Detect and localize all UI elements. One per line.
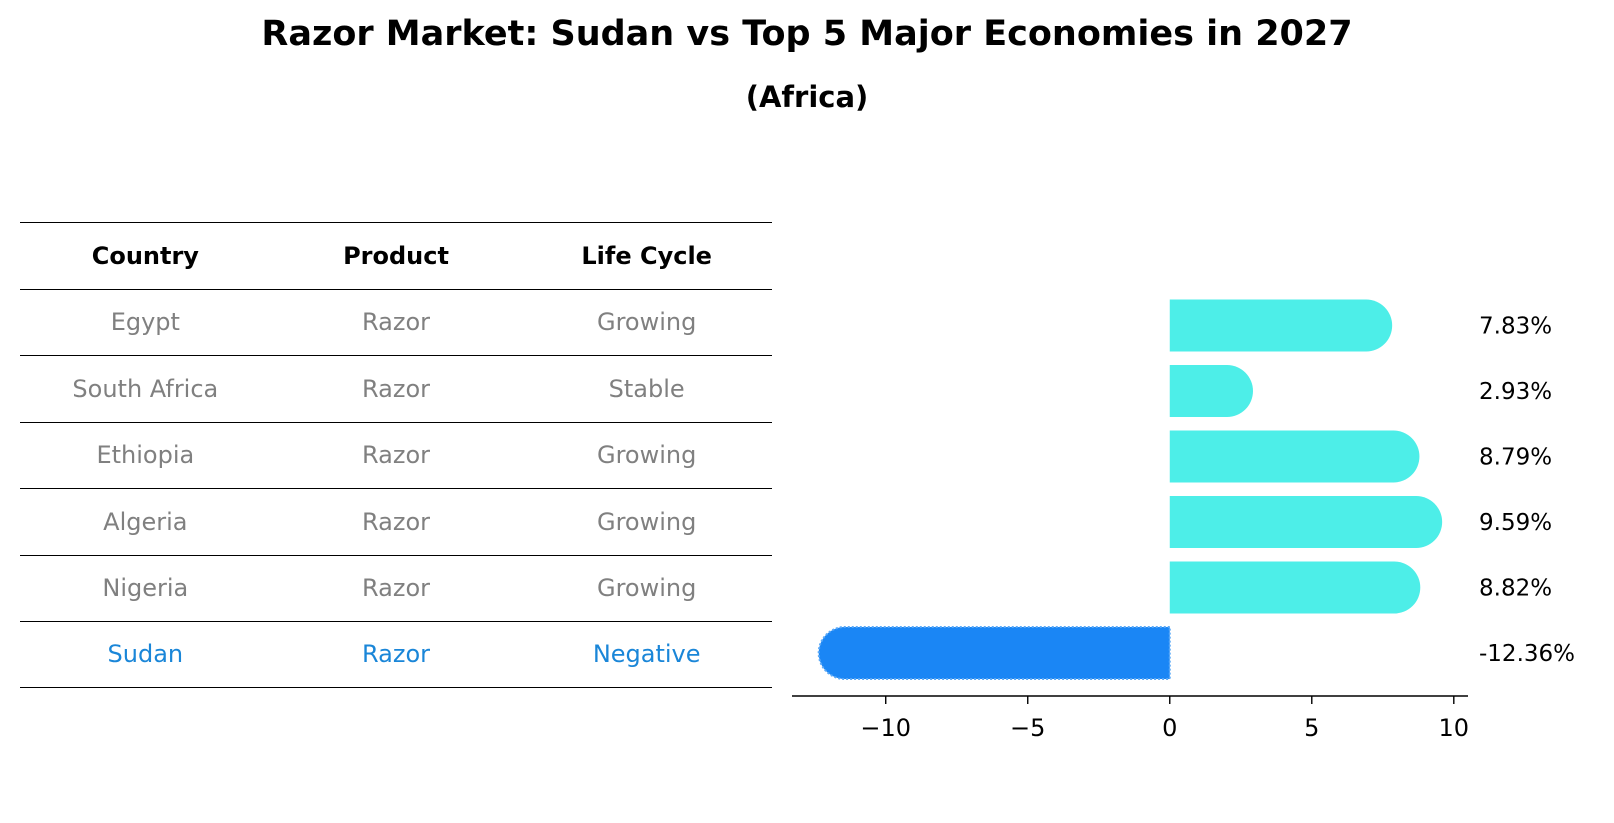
cell-country: Ethiopia <box>96 441 195 470</box>
data-table: Country Product Life Cycle Egypt Razor G… <box>20 222 772 688</box>
table-row-highlighted: Sudan Razor Negative <box>20 621 772 688</box>
chart-title: Razor Market: Sudan vs Top 5 Major Econo… <box>261 14 1353 54</box>
cell-life-cycle: Growing <box>596 574 697 603</box>
chart-subtitle: (Africa) <box>745 80 869 114</box>
bar-egypt <box>1169 299 1393 352</box>
bar-south-africa <box>1169 365 1253 417</box>
cell-country: Egypt <box>110 308 180 337</box>
cell-product: Razor <box>362 574 431 603</box>
x-tick-label: 0 <box>1162 714 1177 742</box>
bar-algeria <box>1169 496 1443 548</box>
x-tick-label: 10 <box>1439 714 1470 742</box>
bar-sudan <box>817 626 1171 680</box>
data-label: 8.82% <box>1479 576 1552 602</box>
data-label: 7.83% <box>1479 314 1552 340</box>
table-row: Nigeria Razor Growing <box>20 554 772 622</box>
cell-product: Razor <box>362 507 431 536</box>
table-header-row: Country Product Life Cycle <box>20 222 772 289</box>
cell-country: Algeria <box>103 507 188 536</box>
cell-product: Razor <box>362 374 431 403</box>
table-row: Algeria Razor Growing <box>20 488 772 555</box>
cell-product: Razor <box>362 640 431 669</box>
header-country: Country <box>91 241 199 270</box>
table-row: Egypt Razor Growing <box>20 288 772 356</box>
cell-life-cycle: Growing <box>596 441 697 470</box>
cell-life-cycle: Growing <box>596 308 697 337</box>
bar-nigeria <box>1169 561 1421 614</box>
cell-country: Sudan <box>107 640 184 669</box>
data-label: 9.59% <box>1479 510 1552 536</box>
table-row: Ethiopia Razor Growing <box>20 421 772 489</box>
x-tick-label: 5 <box>1304 714 1319 742</box>
table-row: South Africa Razor Stable <box>20 355 772 422</box>
cell-product: Razor <box>362 441 431 470</box>
header-product: Product <box>343 241 449 270</box>
bar-ethiopia <box>1169 430 1420 483</box>
cell-product: Razor <box>362 308 431 337</box>
data-label: 8.79% <box>1479 445 1552 471</box>
cell-country: South Africa <box>72 374 219 403</box>
data-label: 2.93% <box>1479 379 1552 405</box>
x-tick-label: −5 <box>1010 714 1045 742</box>
data-label: -12.36% <box>1479 641 1575 667</box>
x-tick-label: −10 <box>860 714 911 742</box>
cell-life-cycle: Growing <box>596 507 697 536</box>
header-life-cycle: Life Cycle <box>581 241 712 270</box>
cell-life-cycle: Stable <box>608 374 685 403</box>
cell-life-cycle: Negative <box>592 640 701 669</box>
cell-country: Nigeria <box>102 574 189 603</box>
